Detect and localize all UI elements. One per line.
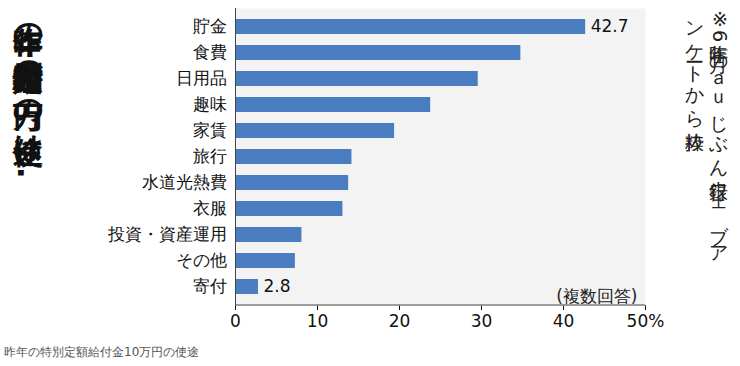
svg-text:40: 40 [553, 311, 575, 331]
svg-text:衣服: 衣服 [193, 198, 227, 218]
svg-text:水道光熱費: 水道光熱費 [142, 172, 227, 192]
svg-text:日用品: 日用品 [176, 68, 227, 88]
svg-text:30: 30 [471, 311, 493, 331]
svg-text:食費: 食費 [193, 42, 227, 62]
svg-text:家賃: 家賃 [193, 120, 227, 140]
svg-text:20: 20 [389, 311, 411, 331]
html-text:※昨年6月のａｕじぶん銀行ウェブアンケートから抜粋: ※昨年6月のａｕじぶん銀行ウェブアンケートから抜粋 [685, 8, 731, 256]
svg-text:50%: 50% [627, 311, 665, 331]
svg-text:その他: その他 [176, 250, 227, 270]
svg-text:貯金: 貯金 [193, 16, 227, 36]
html-text:昨年の特別定額給付金10万円の使途: 昨年の特別定額給付金10万円の使途 [4, 345, 200, 359]
svg-text:10: 10 [307, 311, 329, 331]
svg-text:趣味: 趣味 [193, 94, 227, 114]
svg-text:0: 0 [230, 311, 241, 331]
svg-text:(複数回答): (複数回答) [556, 286, 637, 306]
svg-text:42.7: 42.7 [591, 16, 629, 36]
svg-text:2.8: 2.8 [263, 276, 290, 296]
html-text:昨年の特別定額給付金10万円の使途は…: 昨年の特別定額給付金10万円の使途は… [11, 4, 46, 178]
svg-text:投資・資産運用: 投資・資産運用 [107, 224, 227, 244]
svg-text:旅行: 旅行 [193, 146, 227, 166]
svg-text:寄付: 寄付 [193, 276, 227, 296]
